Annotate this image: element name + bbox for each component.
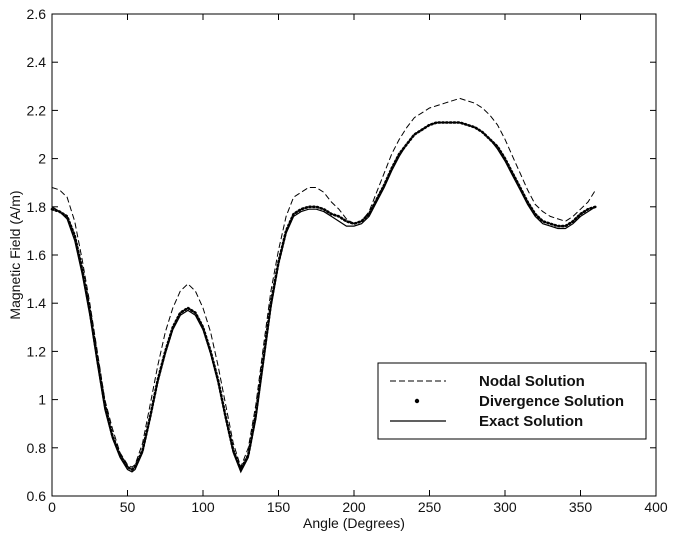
x-tick-label: 0 — [48, 499, 56, 515]
legend: Nodal Solution Divergence Solution Exact S… — [377, 362, 647, 440]
x-tick-label: 400 — [644, 499, 668, 515]
y-tick-label: 2 — [38, 151, 46, 167]
legend-swatch-divergence-solution — [414, 398, 420, 404]
y-tick-label: 1.4 — [27, 295, 47, 311]
y-tick-label: 1.6 — [27, 247, 47, 263]
x-tick-label: 300 — [493, 499, 517, 515]
y-tick-label: 0.6 — [27, 488, 47, 504]
legend-label-exact-solution: Exact Solution — [479, 413, 583, 430]
y-tick-label: 2.6 — [27, 6, 47, 22]
x-tick-label: 250 — [418, 499, 442, 515]
series-lines — [50, 97, 597, 474]
x-tick-label: 150 — [267, 499, 291, 515]
nodal-solution-line — [51, 97, 597, 469]
x-tick-label: 350 — [569, 499, 593, 515]
x-tick-label: 50 — [120, 499, 136, 515]
x-axis-label: Angle (Degrees) — [303, 515, 405, 531]
divergence-solution-line — [50, 121, 597, 473]
y-tick-label: 2.4 — [27, 54, 47, 70]
legend-label-divergence-solution: Divergence Solution — [479, 393, 624, 410]
y-axis-label: Magnetic Field (A/m) — [7, 190, 23, 319]
y-tick-label: 1 — [38, 392, 46, 408]
exact-solution-line — [51, 121, 596, 474]
y-tick-label: 2.2 — [27, 102, 47, 118]
legend-label-nodal-solution: Nodal Solution — [479, 373, 585, 390]
legend-box — [377, 362, 647, 440]
y-tick-label: 1.8 — [27, 199, 47, 215]
y-tick-label: 1.2 — [27, 343, 47, 359]
x-tick-label: 200 — [342, 499, 366, 515]
x-tick-label: 100 — [191, 499, 215, 515]
y-tick-label: 0.8 — [27, 440, 47, 456]
axis-ticks: 0 50 100 150 200 250 300 350 400 0.6 0.8 1 1.2 1.4 1.6… — [27, 6, 668, 515]
